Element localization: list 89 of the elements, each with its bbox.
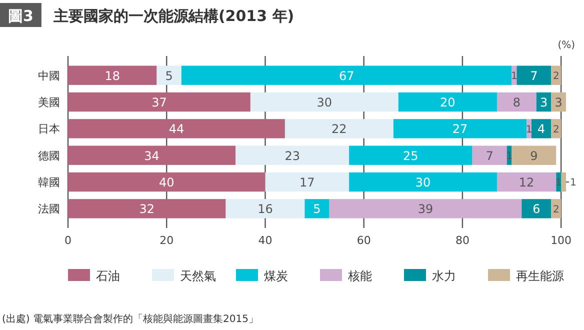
y-tick-label: 日本 (38, 122, 60, 136)
legend-label: 水力 (432, 269, 456, 283)
bar (181, 66, 512, 85)
data-label: 18 (104, 68, 120, 83)
bar (349, 146, 472, 165)
data-label: 20 (440, 95, 456, 110)
bar (531, 119, 552, 138)
y-tick-label: 韓國 (38, 176, 60, 189)
data-label: 1 (506, 151, 512, 162)
bar (284, 119, 394, 138)
bar (393, 119, 527, 138)
legend-label: 煤炭 (264, 269, 288, 283)
x-tick-label: 60 (356, 234, 371, 247)
legend-label: 天然氣 (180, 269, 216, 283)
bar (472, 146, 507, 165)
data-label: 27 (452, 122, 468, 136)
bar (265, 172, 350, 192)
x-tick-label: 40 (258, 234, 272, 247)
legend-label: 再生能源 (516, 269, 564, 283)
bar (68, 66, 157, 85)
data-label: 2 (552, 71, 560, 82)
x-tick-label: 80 (455, 234, 470, 247)
legend-label: 核能 (347, 269, 372, 283)
data-label: 1 (555, 178, 562, 189)
data-label: 3 (540, 95, 548, 110)
data-label: 40 (158, 175, 174, 190)
bar (68, 199, 226, 218)
data-label: 4 (538, 122, 546, 136)
x-tick-label: 20 (160, 234, 174, 247)
data-label: 7 (486, 148, 494, 163)
bar (236, 146, 350, 165)
bar (516, 66, 552, 85)
data-label: 44 (168, 122, 184, 136)
bar (496, 172, 556, 192)
bar (68, 92, 250, 112)
data-label: 30 (415, 175, 431, 190)
data-label: 3 (554, 95, 562, 110)
data-label: 5 (165, 68, 173, 83)
bar (68, 146, 236, 165)
data-label: 25 (403, 148, 418, 163)
data-label: 17 (300, 175, 315, 190)
bar (551, 66, 562, 85)
chart-title: 主要國家的一次能源結構(2013 年) (52, 7, 294, 25)
data-label: 34 (144, 148, 160, 163)
data-label: 23 (284, 148, 300, 163)
bar (226, 199, 305, 218)
data-label: 1 (570, 178, 576, 189)
legend-label: 石油 (96, 269, 120, 283)
data-label: 7 (530, 68, 538, 83)
data-label: 2 (552, 124, 560, 136)
data-label: 5 (313, 202, 321, 216)
bar (398, 92, 497, 112)
bar (551, 119, 562, 138)
y-tick-label: 中國 (38, 69, 60, 82)
data-label: 39 (418, 202, 434, 216)
data-label: 37 (152, 95, 167, 110)
bar (68, 119, 285, 138)
bar (156, 66, 182, 85)
data-label: 32 (139, 202, 155, 216)
data-label: 22 (332, 122, 347, 136)
data-label: 16 (258, 202, 273, 216)
data-label: 9 (530, 148, 538, 163)
data-label: 30 (316, 95, 332, 110)
bar (68, 172, 266, 192)
data-label: 67 (338, 68, 354, 83)
text: (出處) 電氣事業聯合會製作的「核能與能源圖畫集2015」 (2, 313, 258, 325)
x-tick-label: 100 (550, 234, 572, 247)
data-label: 12 (518, 175, 534, 190)
bar (551, 199, 562, 218)
badge: 圖3 (0, 3, 42, 27)
bar (329, 199, 522, 218)
bar (561, 172, 566, 192)
caption: 圖3 (8, 7, 34, 25)
x-axis-title: (%) (558, 40, 576, 51)
bar (250, 92, 398, 112)
bar (304, 199, 330, 218)
bar (512, 146, 556, 165)
data-label: 1 (511, 71, 518, 82)
bar (522, 199, 552, 218)
bar (496, 92, 536, 112)
x-tick-label: 0 (64, 234, 72, 247)
data-label: 2 (552, 204, 560, 216)
bar (349, 172, 497, 192)
y-tick-label: 法國 (38, 202, 60, 216)
data-label: 8 (512, 95, 521, 110)
data-label: 1 (526, 124, 532, 136)
y-tick-label: 德國 (38, 149, 60, 162)
y-tick-label: 美國 (38, 96, 60, 109)
data-label: 6 (532, 202, 540, 216)
